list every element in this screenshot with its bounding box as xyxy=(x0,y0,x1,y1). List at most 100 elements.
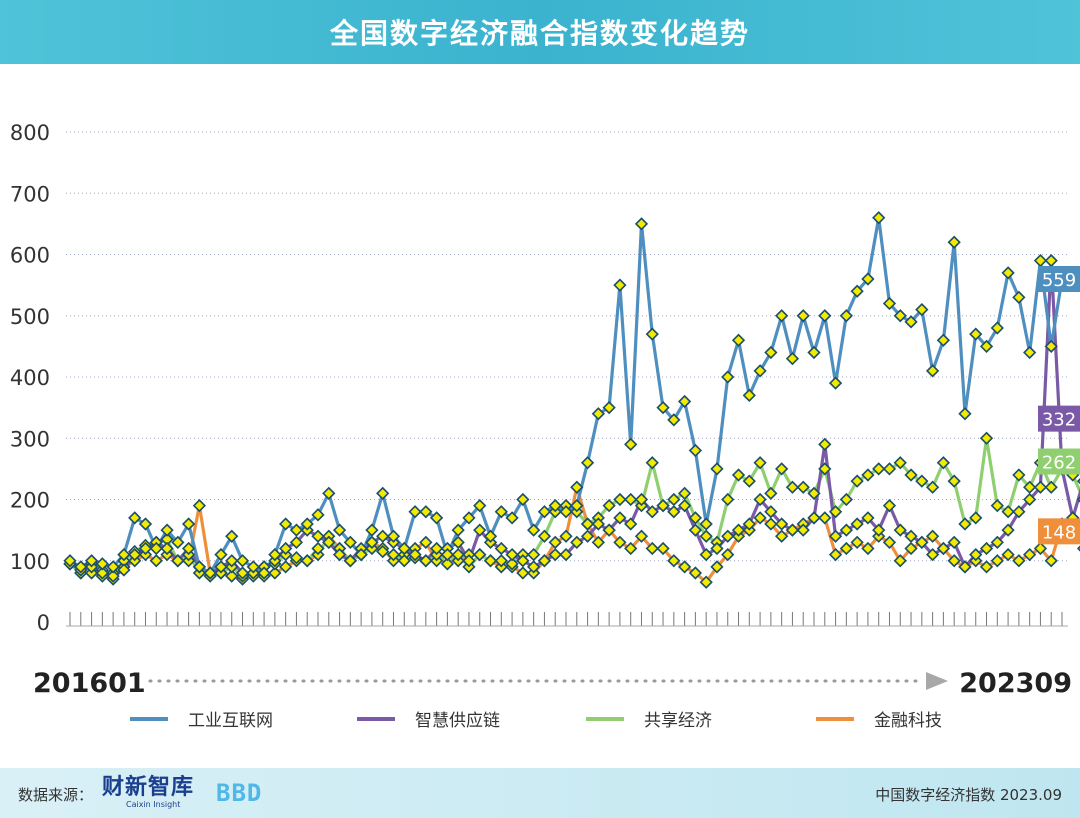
data-point xyxy=(246,560,260,574)
data-point xyxy=(257,566,271,580)
footer-note: 中国数字经济指数 2023.09 xyxy=(875,786,1062,804)
data-point xyxy=(181,541,196,556)
data-point xyxy=(775,517,789,531)
data-point xyxy=(925,547,940,562)
data-point xyxy=(861,468,875,482)
chart-title: 全国数字经济融合指数变化趋势 xyxy=(329,17,750,50)
data-point xyxy=(548,547,562,562)
data-point xyxy=(1033,253,1048,268)
data-point xyxy=(958,517,972,531)
data-point xyxy=(861,541,875,556)
series-line xyxy=(69,216,1064,575)
data-point xyxy=(74,560,88,574)
data-point xyxy=(289,551,304,565)
data-point xyxy=(570,535,584,550)
data-point xyxy=(947,554,961,568)
data-point xyxy=(1033,541,1048,556)
y-tick-label: 0 xyxy=(37,611,50,635)
data-point xyxy=(516,554,530,568)
line-chart: 559 332 262 148 0 100 200 300 400 500 600 700 800 20… xyxy=(10,121,1080,731)
data-point xyxy=(667,505,681,519)
data-point xyxy=(850,284,864,298)
data-point xyxy=(473,523,487,537)
end-value-label: 262 xyxy=(1042,453,1076,474)
data-point xyxy=(721,492,735,507)
data-point xyxy=(548,535,562,550)
data-point xyxy=(462,511,476,525)
data-point xyxy=(580,529,595,543)
data-point xyxy=(214,560,228,574)
data-point xyxy=(225,554,239,568)
data-point xyxy=(699,529,713,543)
data-point xyxy=(462,554,476,568)
data-point xyxy=(764,517,778,531)
data-point xyxy=(839,309,853,323)
data-point xyxy=(559,505,573,519)
data-point xyxy=(818,511,832,525)
data-point xyxy=(753,364,767,378)
data-point xyxy=(311,529,325,543)
data-point xyxy=(893,523,907,537)
data-point xyxy=(947,474,961,488)
data-point xyxy=(397,554,411,568)
chart-header: 全国数字经济融合指数变化趋势 xyxy=(0,0,1080,64)
data-point xyxy=(483,554,498,568)
data-point xyxy=(559,547,573,562)
data-point xyxy=(527,547,541,562)
data-point xyxy=(419,505,433,519)
legend-label: 智慧供应链 xyxy=(415,711,500,731)
data-point xyxy=(171,554,185,568)
data-point xyxy=(807,511,821,525)
data-point xyxy=(796,309,810,323)
data-point xyxy=(645,456,659,470)
data-point xyxy=(160,541,174,556)
data-point xyxy=(235,566,250,580)
x-start-label: 201601 xyxy=(33,668,146,699)
data-point xyxy=(365,523,379,537)
data-point xyxy=(1044,253,1058,268)
data-point xyxy=(160,523,174,537)
data-point xyxy=(483,529,498,543)
data-point xyxy=(742,517,756,531)
data-point xyxy=(915,474,929,488)
data-point xyxy=(979,431,994,445)
data-point xyxy=(505,557,519,571)
data-point xyxy=(505,511,519,525)
data-point xyxy=(699,517,713,531)
data-point xyxy=(645,541,659,556)
data-point xyxy=(796,523,810,537)
data-point xyxy=(505,547,519,562)
data-point xyxy=(117,563,131,577)
data-point xyxy=(1001,523,1015,537)
data-point xyxy=(861,272,875,286)
data-point xyxy=(408,505,422,519)
data-point xyxy=(731,523,746,537)
data-point xyxy=(882,498,897,513)
data-point xyxy=(354,547,368,562)
data-point xyxy=(925,364,940,378)
data-point xyxy=(419,554,433,568)
data-point xyxy=(699,575,713,589)
data-point xyxy=(149,554,163,568)
data-point xyxy=(451,547,465,562)
data-point xyxy=(386,547,401,562)
data-point xyxy=(289,523,304,537)
data-point xyxy=(1044,554,1058,568)
data-point xyxy=(882,535,897,550)
data-point xyxy=(1012,468,1026,482)
end-label-box xyxy=(1038,405,1080,432)
end-label-box xyxy=(1038,266,1080,292)
y-tick-label: 200 xyxy=(10,489,50,513)
data-point xyxy=(785,351,800,366)
data-point xyxy=(624,541,638,556)
data-point xyxy=(95,566,109,580)
data-point xyxy=(958,407,972,421)
data-point xyxy=(731,333,746,347)
data-point xyxy=(279,517,293,531)
data-point xyxy=(828,376,843,390)
data-point xyxy=(656,498,670,513)
data-point xyxy=(181,517,196,531)
data-point xyxy=(785,480,800,494)
legend-label: 金融科技 xyxy=(874,711,942,731)
data-point xyxy=(839,523,853,537)
